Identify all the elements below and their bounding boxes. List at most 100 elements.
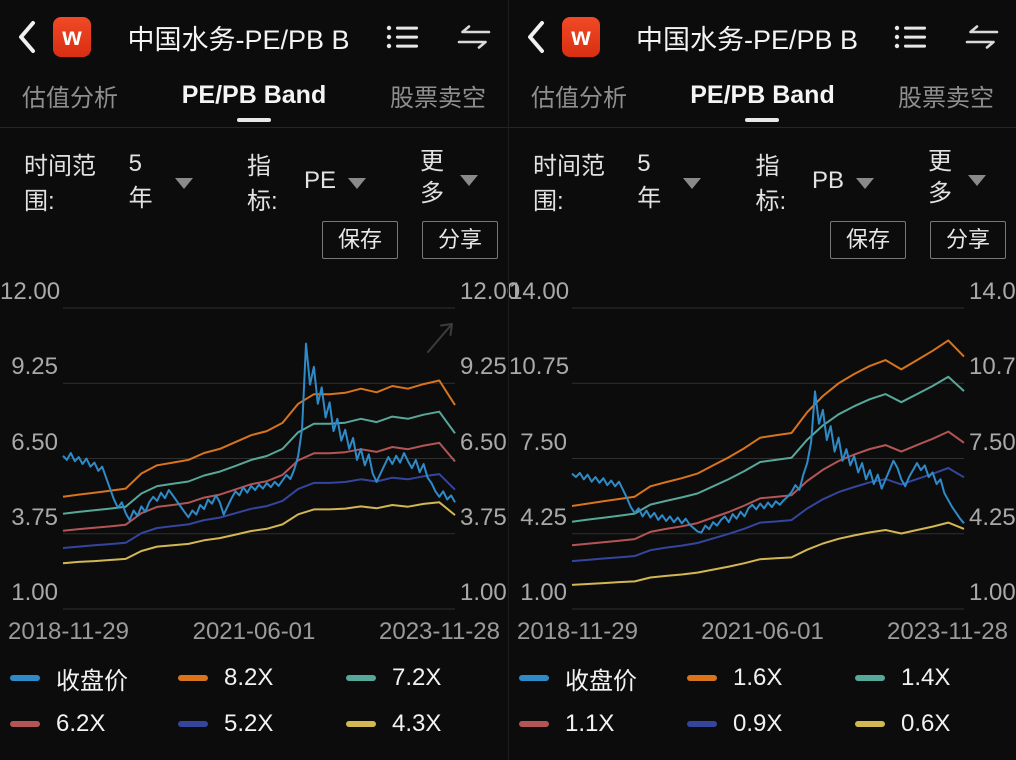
back-button[interactable] xyxy=(14,19,40,55)
legend-item[interactable]: 收盘价 xyxy=(10,662,178,695)
share-button[interactable]: 分享 xyxy=(929,221,1006,259)
list-menu-icon[interactable] xyxy=(894,23,928,51)
chevron-down-icon xyxy=(968,174,986,186)
y-axis-tick-label-right: 1.00 xyxy=(969,579,1016,606)
swap-compare-icon[interactable] xyxy=(456,23,492,51)
wind-logo-icon[interactable]: w xyxy=(53,17,91,57)
stock-valuation-panel: w 中国水务-PE/PB B 估值分析 PE/PB B xyxy=(508,0,1016,760)
pepb-band-chart[interactable]: 14.00 14.00 10.75 10.75 7.50 7.50 4.25 4.25 1.00… xyxy=(509,266,1016,648)
time-range-label: 时间范围: xyxy=(533,153,605,215)
legend-item[interactable]: 1.4X xyxy=(855,662,1016,694)
tab-bar: 估值分析 PE/PB Band 股票卖空 xyxy=(509,64,1016,128)
chevron-down-icon xyxy=(348,177,366,189)
tab-short-selling[interactable]: 股票卖空 xyxy=(390,70,486,121)
x-axis-tick-label: 2023-11-28 xyxy=(379,618,500,645)
indicator-dropdown[interactable]: 指标: PB xyxy=(755,146,874,216)
legend-item[interactable]: 5.2X xyxy=(178,708,346,740)
tab-valuation-analysis[interactable]: 估值分析 xyxy=(22,70,118,121)
y-axis-tick-label-left: 7.50 xyxy=(520,428,567,456)
legend-item[interactable]: 0.9X xyxy=(687,708,855,740)
tab-label: 股票卖空 xyxy=(389,85,486,112)
y-axis-tick-label-right: 14.00 xyxy=(969,278,1016,305)
legend-item[interactable]: 1.6X xyxy=(687,662,855,694)
y-axis-tick-label-left: 10.75 xyxy=(509,353,570,381)
legend-swatch xyxy=(687,675,717,681)
chart-canvas xyxy=(62,307,456,610)
series-line xyxy=(571,467,965,563)
time-range-dropdown[interactable]: 时间范围: 5年 xyxy=(24,146,194,216)
legend-item[interactable]: 1.1X xyxy=(519,708,687,740)
save-button[interactable]: 保存 xyxy=(829,221,906,259)
legend-swatch xyxy=(178,721,208,727)
more-label: 更多 xyxy=(928,148,952,208)
tab-valuation-analysis[interactable]: 估值分析 xyxy=(531,70,627,121)
page-title: 中国水务-PE/PB B xyxy=(635,24,859,55)
y-axis-tick-label-right: 1.00 xyxy=(460,579,507,606)
y-axis-tick-label-left: 14.00 xyxy=(509,278,570,305)
legend-swatch xyxy=(687,721,717,727)
x-axis-tick-label: 2023-11-28 xyxy=(887,618,1008,645)
top-bar: w 中国水务-PE/PB B xyxy=(509,0,1016,64)
time-range-dropdown[interactable]: 时间范围: 5年 xyxy=(533,146,702,216)
legend-label: 0.6X xyxy=(901,710,951,737)
legend-label: 1.6X xyxy=(733,664,783,691)
tab-label: PE/PB Band xyxy=(690,81,835,109)
expand-arrow-icon xyxy=(427,323,453,353)
legend-swatch xyxy=(519,721,549,727)
legend-label: 收盘价 xyxy=(565,667,637,695)
back-button[interactable] xyxy=(523,19,549,55)
legend-item[interactable]: 8.2X xyxy=(178,662,346,694)
legend-item[interactable]: 6.2X xyxy=(10,708,178,740)
filter-row: 时间范围: 5年 指标: PE 更多 xyxy=(0,128,508,216)
legend-swatch xyxy=(855,675,885,681)
legend-swatch xyxy=(346,721,376,727)
legend-item[interactable]: 收盘价 xyxy=(519,662,687,695)
tab-short-selling[interactable]: 股票卖空 xyxy=(898,70,994,121)
tab-bar: 估值分析 PE/PB Band 股票卖空 xyxy=(0,64,508,128)
tab-pepb-band[interactable]: PE/PB Band xyxy=(690,73,835,122)
action-button-row: 保存 分享 xyxy=(0,214,508,266)
legend-label: 收盘价 xyxy=(56,667,128,695)
legend-swatch xyxy=(178,675,208,681)
series-line xyxy=(571,390,965,534)
tab-label: 估值分析 xyxy=(531,85,627,112)
more-dropdown[interactable]: 更多 xyxy=(928,146,986,211)
indicator-dropdown[interactable]: 指标: PE xyxy=(247,146,366,216)
legend-item[interactable]: 7.2X xyxy=(346,662,508,694)
series-line xyxy=(62,410,456,515)
x-axis-tick-label: 2018-11-29 xyxy=(8,618,129,645)
legend-swatch xyxy=(519,675,549,681)
legend-item[interactable]: 4.3X xyxy=(346,708,508,740)
chevron-down-icon xyxy=(856,177,874,189)
y-axis-tick-label-right: 12.00 xyxy=(460,278,521,305)
x-axis-labels: 2018-11-29 2021-06-01 2023-11-28 xyxy=(509,618,1016,646)
chevron-down-icon xyxy=(460,174,478,186)
chevron-down-icon xyxy=(175,177,194,189)
series-line xyxy=(571,521,965,586)
y-axis-tick-label-right: 9.25 xyxy=(460,353,507,381)
legend-label: 1.1X xyxy=(565,710,615,737)
x-axis-tick-label: 2021-06-01 xyxy=(192,618,316,645)
time-range-label: 时间范围: xyxy=(24,153,96,215)
legend-label: 7.2X xyxy=(392,664,442,691)
stock-valuation-panel: w 中国水务-PE/PB B 估值分析 PE/PB B xyxy=(0,0,520,740)
swap-compare-icon[interactable] xyxy=(964,23,1000,51)
legend-item[interactable]: 0.6X xyxy=(855,708,1016,740)
series-line xyxy=(62,501,456,565)
legend-label: 4.3X xyxy=(392,710,442,737)
list-menu-icon[interactable] xyxy=(386,23,420,51)
indicator-label: 指标: xyxy=(247,153,278,215)
save-button[interactable]: 保存 xyxy=(321,221,398,259)
tab-pepb-band[interactable]: PE/PB Band xyxy=(182,73,326,122)
legend-label: 0.9X xyxy=(733,710,783,737)
wind-logo-icon[interactable]: w xyxy=(562,17,600,57)
share-button[interactable]: 分享 xyxy=(421,221,498,259)
top-bar: w 中国水务-PE/PB B xyxy=(0,0,508,64)
pepb-band-chart[interactable]: 12.00 12.00 9.25 9.25 6.50 6.50 3.75 3.75 1.00 1.… xyxy=(0,266,520,648)
more-dropdown[interactable]: 更多 xyxy=(420,146,478,211)
time-range-value: 5年 xyxy=(128,149,153,212)
x-axis-labels: 2018-11-29 2021-06-01 2023-11-28 xyxy=(0,618,508,646)
indicator-value: PE xyxy=(303,167,336,194)
chevron-left-icon xyxy=(528,21,544,53)
time-range-value: 5年 xyxy=(637,149,662,212)
